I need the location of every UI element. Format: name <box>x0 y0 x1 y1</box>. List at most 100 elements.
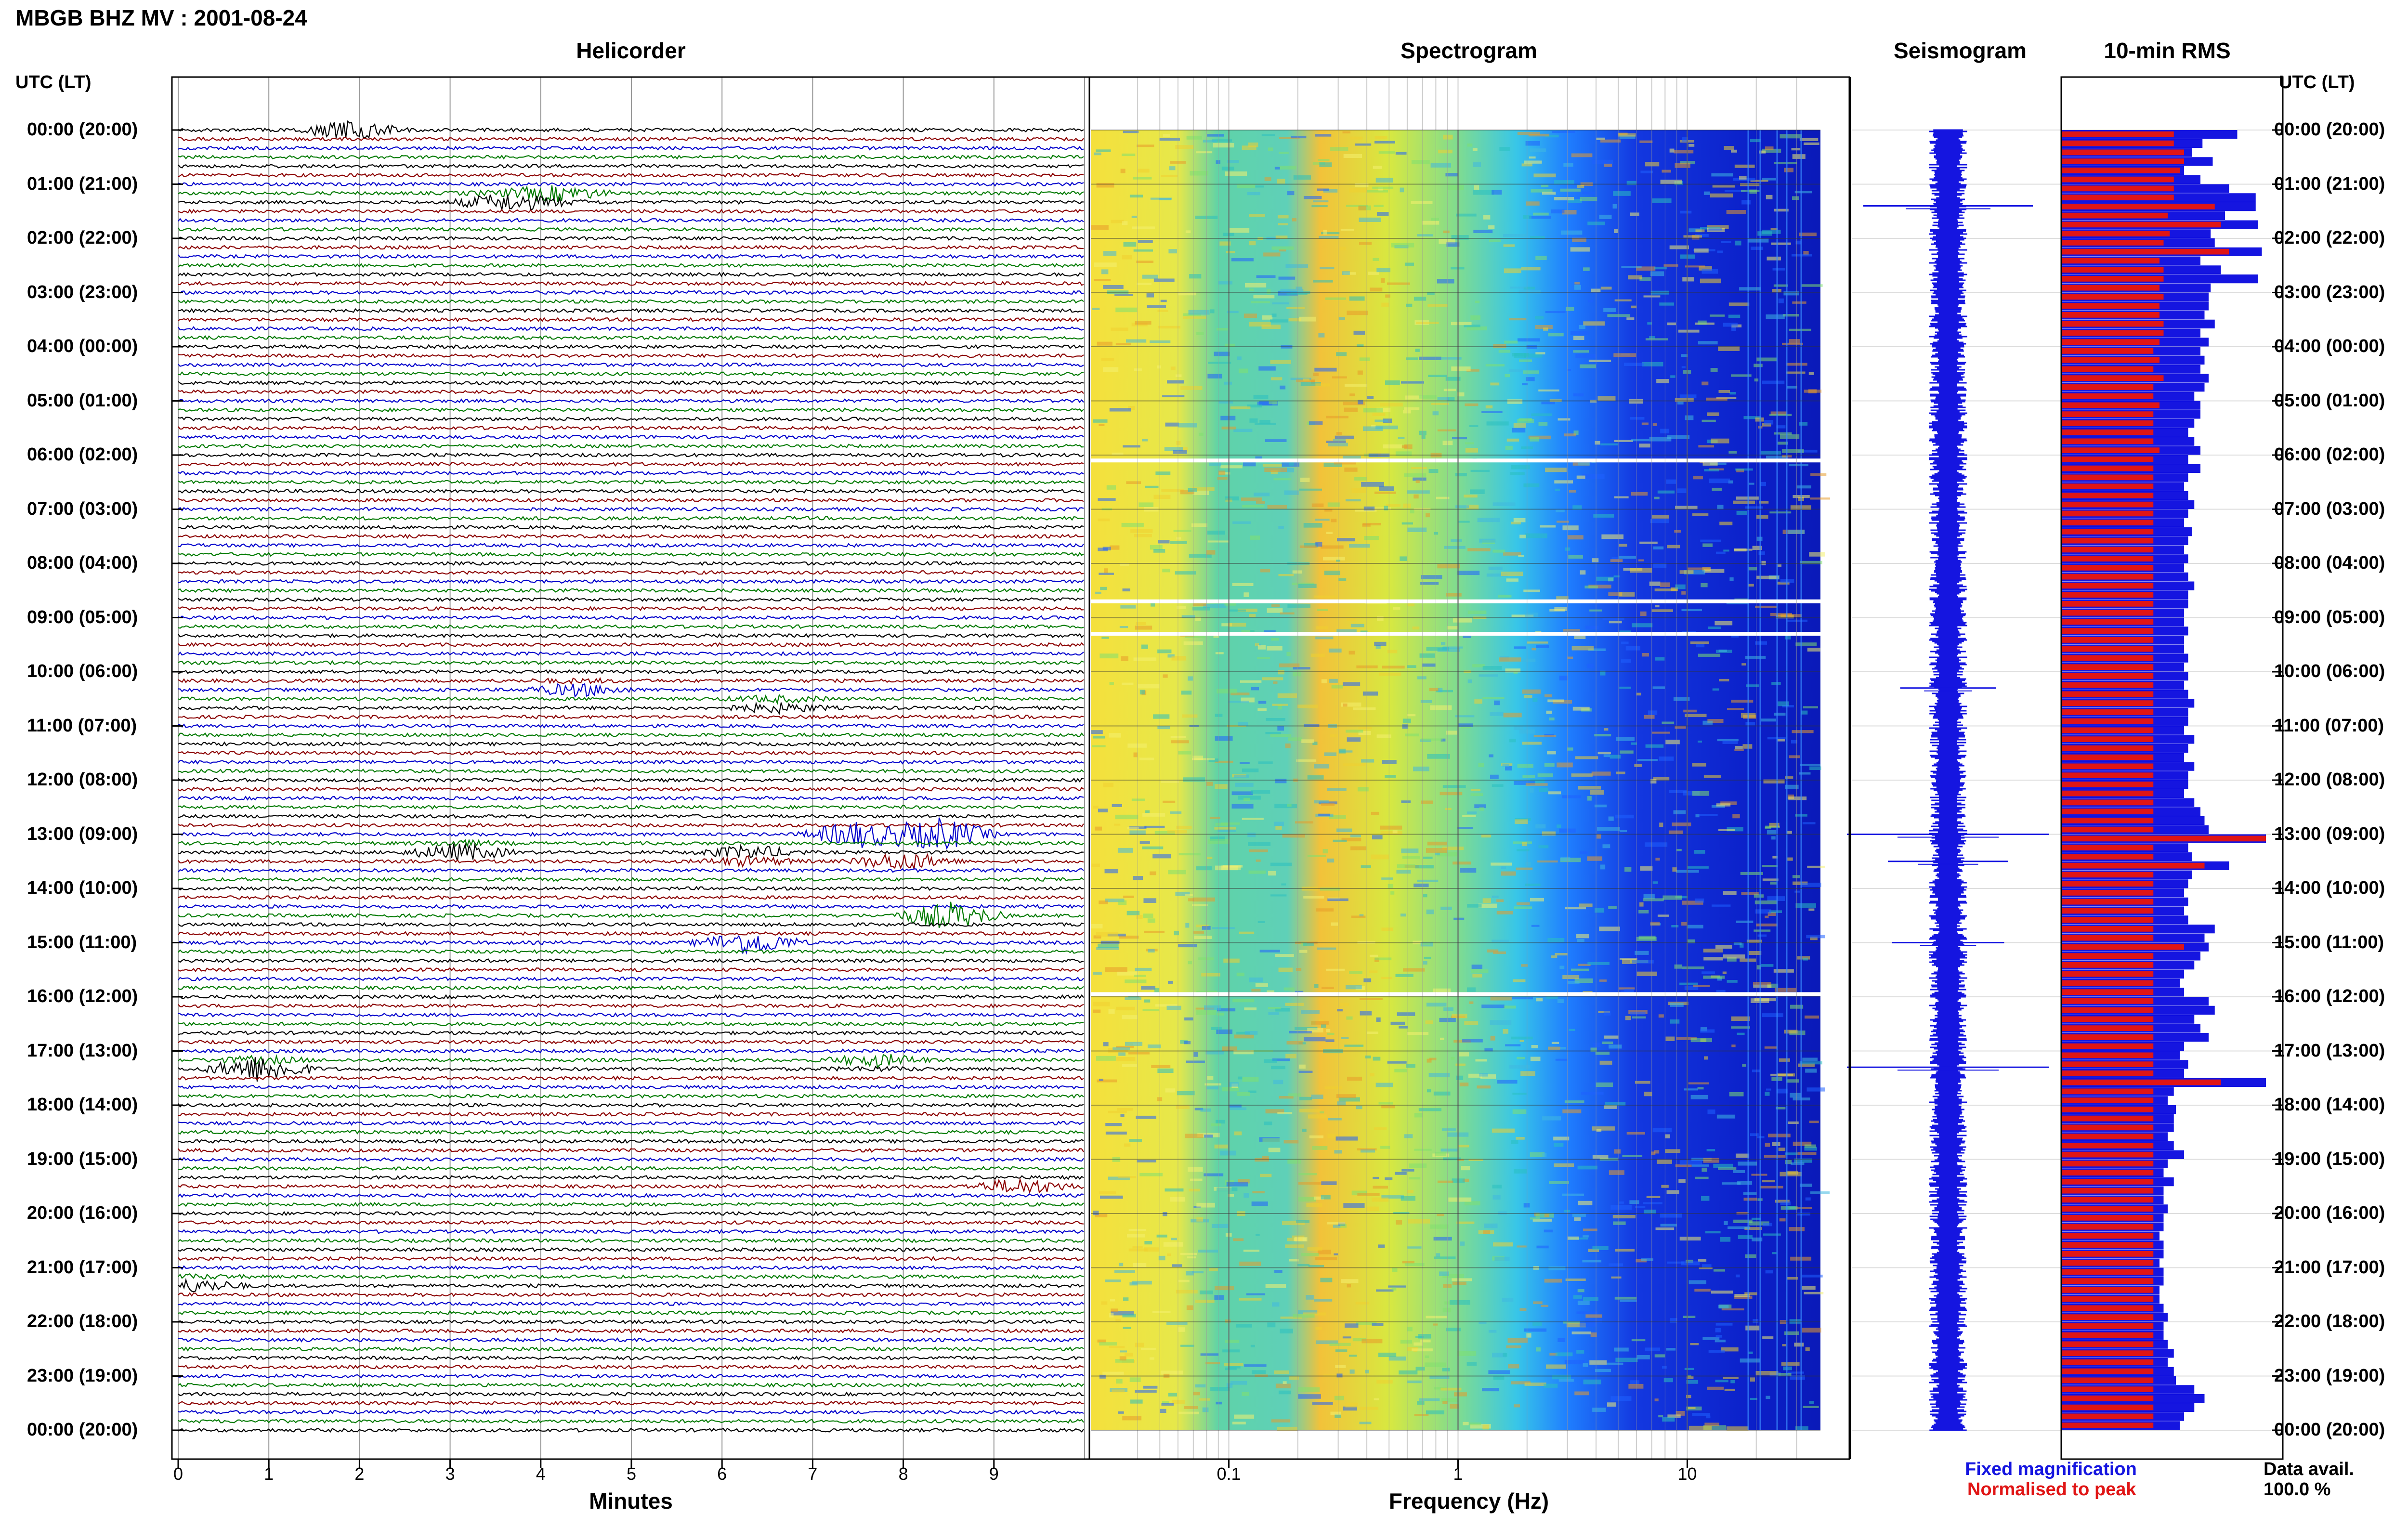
spectrogram-speck <box>1094 152 1101 156</box>
spectrogram-speck <box>1324 509 1333 512</box>
spectrogram-speck <box>1468 1073 1482 1078</box>
spectrogram-speck <box>1537 773 1553 778</box>
spectrogram-speck <box>1326 1029 1331 1032</box>
spectrogram-speck <box>1375 178 1393 183</box>
spectrogram-speck <box>1716 803 1731 807</box>
spectrogram-speck <box>1268 1007 1281 1009</box>
spectrogram-speck <box>1217 1008 1236 1012</box>
spectrogram-speck <box>1702 461 1718 466</box>
spectrogram-speck <box>1629 1380 1640 1384</box>
spectrogram-speck <box>1749 483 1754 485</box>
spectrogram-speck <box>1253 394 1269 399</box>
spectrogram-speck <box>1192 487 1215 492</box>
spectrogram-speck <box>1358 205 1366 210</box>
spectrogram-speck <box>1232 521 1251 524</box>
spectrogram-speck <box>1182 714 1198 718</box>
spectrogram-speck <box>1121 522 1144 527</box>
spectrogram-speck <box>1493 951 1506 954</box>
spectrogram-speck <box>1583 267 1590 271</box>
helicorder-trace <box>178 145 1084 151</box>
spectrogram-speck <box>1761 718 1777 722</box>
spectrogram-speck <box>1103 251 1117 256</box>
spectrogram-speck <box>1724 1388 1735 1391</box>
spectrogram-speck <box>1805 1197 1811 1201</box>
spectrogram-speck <box>1599 214 1612 219</box>
spectrogram-speck <box>1694 248 1709 253</box>
spectrogram-speck <box>1385 380 1400 385</box>
spectrogram-speck <box>1526 345 1537 349</box>
spectrogram-speck <box>1100 940 1120 944</box>
spectrogram-speck <box>1122 221 1128 225</box>
spectrogram-speck <box>1326 441 1346 444</box>
spectrogram-speck <box>1620 750 1634 754</box>
helicorder-trace <box>178 217 1084 223</box>
spectrogram-speck <box>1426 1003 1447 1007</box>
spectrogram-speck <box>1255 983 1268 987</box>
spectrogram-speck <box>1722 740 1738 744</box>
spectrogram-speck <box>1413 766 1429 771</box>
spectrogram-speck <box>1252 1370 1266 1374</box>
spectrogram-speck <box>1216 1120 1225 1124</box>
spectrogram-speck <box>1423 961 1427 965</box>
spectrogram-speck <box>1195 215 1218 219</box>
spectrogram-speck <box>1800 763 1821 766</box>
spectrogram-speck <box>1295 821 1313 824</box>
spectrogram-speck <box>1273 1080 1283 1084</box>
helicorder-trace <box>178 895 1084 901</box>
spectrogram-speck <box>1807 648 1820 652</box>
spectrogram-speck <box>1093 935 1101 939</box>
spectrogram-speck <box>1363 408 1383 413</box>
spectrogram-speck <box>1778 298 1784 303</box>
spectrogram-speck <box>1765 146 1774 150</box>
spectrogram-speck <box>1644 715 1655 719</box>
spectrogram-speck <box>1359 914 1364 917</box>
spectrogram-speck <box>1710 462 1727 465</box>
spectrogram-speck <box>1178 944 1197 948</box>
spectrogram-speck <box>1196 151 1213 154</box>
spectrogram-speck <box>1809 1121 1819 1123</box>
spectrogram-heatmap <box>1091 77 1830 1459</box>
spectrogram-speck <box>1115 814 1139 820</box>
spectrogram-speck <box>1267 646 1283 651</box>
spectrogram-speck <box>1801 284 1823 287</box>
helicorder-trace <box>178 1328 1084 1334</box>
spectrogram-speck <box>1735 745 1743 749</box>
spectrogram-speck <box>1094 279 1111 281</box>
spectrogram-speck <box>1317 609 1328 612</box>
spectrogram-speck <box>1288 1376 1299 1380</box>
spectrogram-speck <box>1144 999 1151 1003</box>
spectrogram-speck <box>1781 449 1804 453</box>
spectrogram-speck <box>1762 178 1776 181</box>
spectrogram-speck <box>1196 1217 1204 1222</box>
helicorder-trace <box>178 813 1084 819</box>
spectrogram-speck <box>1599 927 1620 931</box>
spectrogram-speck <box>1734 749 1744 752</box>
spectrogram-speck <box>1098 809 1108 812</box>
spectrogram-speck <box>1260 569 1270 573</box>
spectrogram-speck <box>1343 703 1348 707</box>
spectrogram-speck <box>1795 240 1801 245</box>
helicorder-trace <box>178 524 1084 530</box>
helicorder-trace <box>178 723 1084 729</box>
spectrogram-speck <box>1783 1366 1793 1370</box>
spectrogram-speck <box>1417 879 1439 882</box>
spectrogram-speck <box>1577 939 1584 942</box>
rms-bar-normalised <box>2061 474 2154 481</box>
spectrogram-speck <box>1307 775 1324 780</box>
spectrogram-speck <box>1723 891 1737 895</box>
spectrogram-speck <box>1215 1286 1234 1291</box>
spectrogram-speck <box>1101 269 1109 274</box>
spectrogram-speck <box>1804 1147 1818 1151</box>
spectrogram-speck <box>1309 421 1323 425</box>
spectrogram-speck <box>1492 940 1509 942</box>
spectrogram-speck <box>1523 695 1532 699</box>
spectrogram-speck <box>1196 925 1209 927</box>
spectrogram-speck <box>1645 842 1668 847</box>
rms-bar-normalised <box>2061 1070 2154 1076</box>
legend-fixed-magnification: Fixed magnification <box>1965 1459 2137 1479</box>
spectrogram-speck <box>1421 435 1426 439</box>
spectrogram-speck <box>1321 679 1327 683</box>
spectrogram-speck <box>1321 1024 1326 1028</box>
spectrogram-speck <box>1273 478 1291 481</box>
spectrogram-speck <box>1799 1061 1822 1065</box>
